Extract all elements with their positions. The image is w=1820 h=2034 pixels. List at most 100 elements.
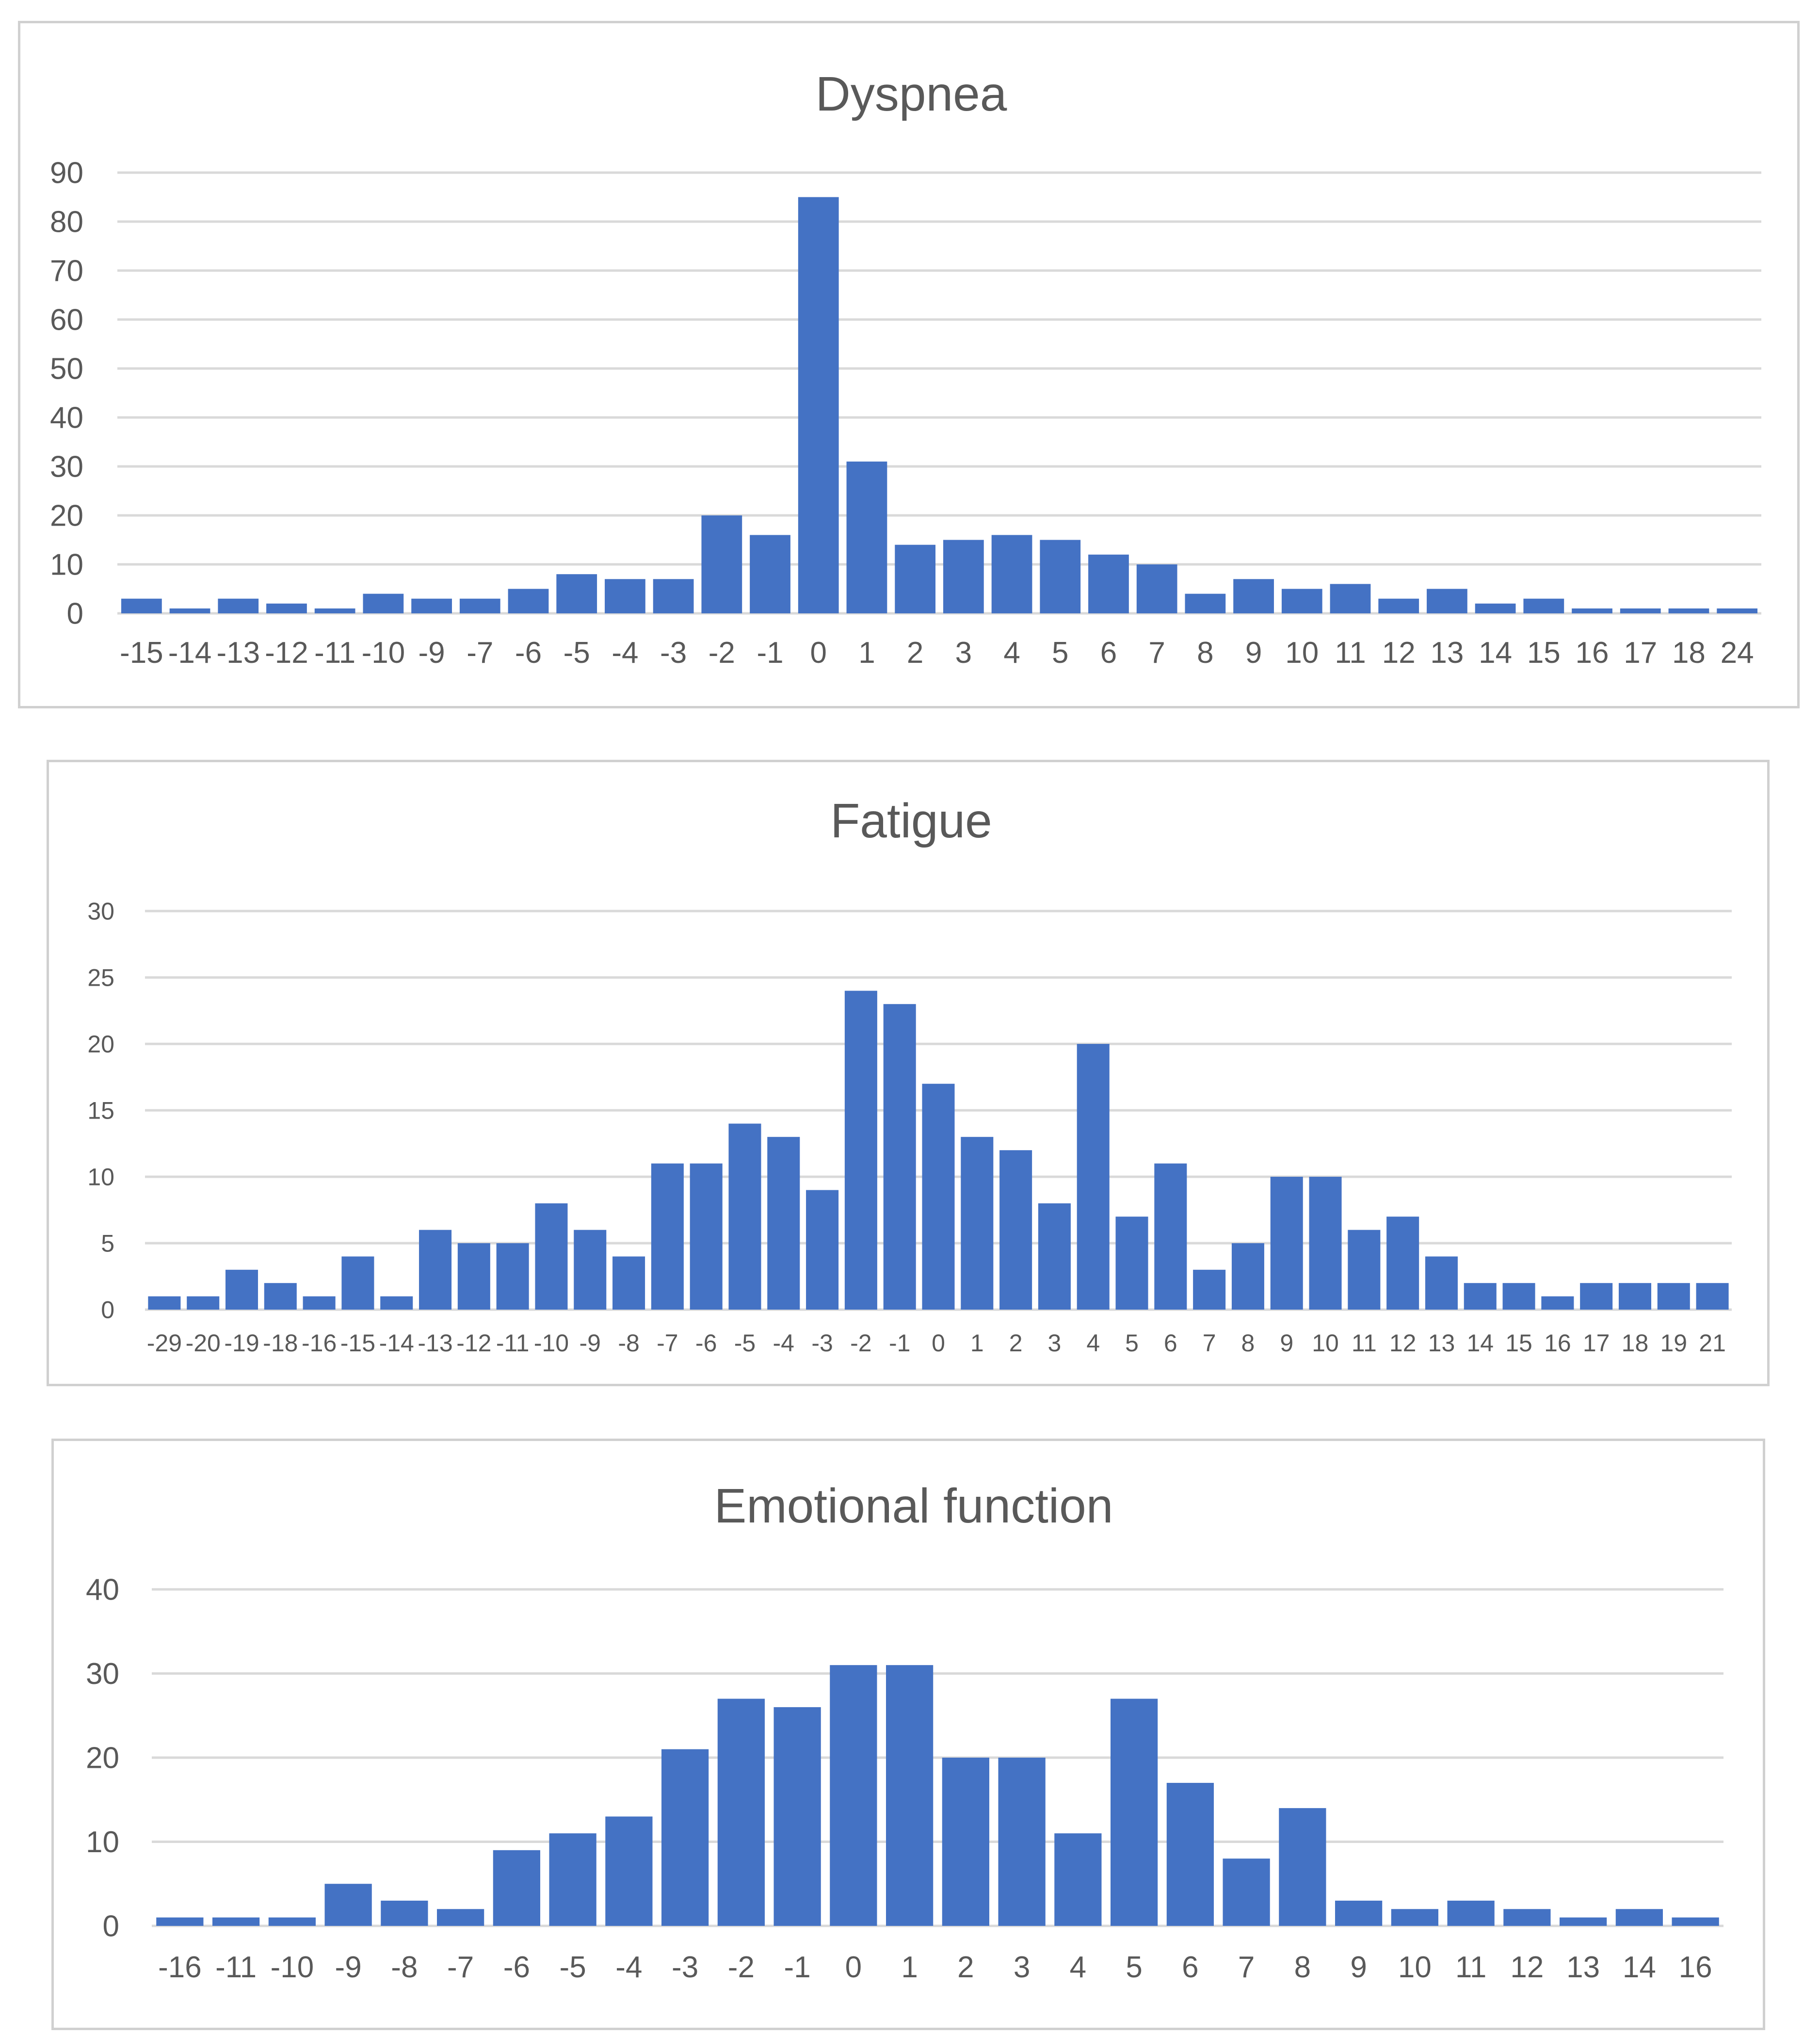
x-tick-label: 11 [1352, 1329, 1377, 1357]
y-tick-label: 30 [50, 450, 83, 484]
bar [1193, 1269, 1226, 1310]
bar [574, 1230, 607, 1310]
bar [991, 535, 1032, 613]
bar [437, 1909, 484, 1926]
bar [605, 579, 645, 613]
y-tick-label: 20 [87, 1031, 114, 1058]
x-tick-label: 21 [1699, 1329, 1726, 1357]
bar [717, 1698, 765, 1926]
bar [846, 461, 887, 613]
x-tick-label: 13 [1566, 1951, 1600, 1984]
x-tick-label: -2 [850, 1329, 871, 1357]
x-tick-label: -11 [215, 1951, 257, 1984]
x-tick-label: 24 [1721, 636, 1754, 670]
y-tick-label: 30 [87, 898, 114, 925]
x-tick-label: 18 [1622, 1329, 1649, 1357]
bar [886, 1665, 934, 1926]
x-tick-label: -11 [314, 636, 355, 670]
bar [1166, 1783, 1214, 1926]
x-tick-label: 1 [970, 1329, 984, 1357]
x-tick-label: 7 [1148, 636, 1165, 670]
x-tick-label: 4 [1003, 636, 1020, 670]
x-tick-label: 11 [1455, 1951, 1486, 1984]
x-tick-label: 2 [1009, 1329, 1023, 1357]
bar [268, 1917, 316, 1926]
x-tick-label: 12 [1382, 636, 1416, 670]
bar [1378, 598, 1419, 613]
bar [218, 598, 259, 613]
bar [1447, 1900, 1495, 1926]
bar [148, 1296, 181, 1310]
bar [1541, 1296, 1574, 1310]
bar [798, 197, 839, 613]
bar [1502, 1283, 1535, 1310]
x-tick-label: -13 [418, 1329, 452, 1357]
bar [1580, 1283, 1613, 1310]
x-tick-label: 14 [1466, 1329, 1494, 1357]
bar [806, 1190, 839, 1310]
x-tick-label: 7 [1238, 1951, 1255, 1984]
x-tick-label: 13 [1430, 636, 1464, 670]
x-tick-label: -15 [120, 636, 163, 670]
x-tick-label: -6 [695, 1329, 717, 1357]
bar [493, 1850, 540, 1926]
x-tick-label: 15 [1505, 1329, 1532, 1357]
x-tick-label: -9 [335, 1951, 362, 1984]
bar [1391, 1909, 1438, 1926]
x-tick-label: -14 [168, 636, 212, 670]
bar [457, 1243, 490, 1310]
bar [895, 545, 936, 613]
y-tick-label: 10 [50, 548, 83, 582]
chart-title: Fatigue [830, 794, 992, 848]
bar [1038, 1203, 1071, 1310]
bar [549, 1833, 596, 1926]
x-tick-label: 2 [957, 1951, 974, 1984]
x-tick-label: -11 [496, 1329, 530, 1357]
x-tick-label: 5 [1126, 1951, 1142, 1984]
x-tick-label: -10 [534, 1329, 569, 1357]
x-tick-label: -2 [709, 636, 735, 670]
bar [605, 1816, 653, 1926]
x-tick-label: 6 [1182, 1951, 1198, 1984]
bar [156, 1917, 204, 1926]
bar [556, 574, 597, 613]
x-tick-label: -8 [391, 1951, 418, 1984]
x-tick-label: 5 [1125, 1329, 1139, 1357]
bar [266, 603, 307, 613]
bar [1040, 540, 1081, 613]
bar [1077, 1044, 1110, 1310]
y-tick-label: 10 [86, 1826, 119, 1859]
x-tick-label: -4 [773, 1329, 794, 1357]
y-tick-label: 20 [50, 499, 83, 533]
bar [1054, 1833, 1102, 1926]
bar [1270, 1177, 1303, 1310]
x-tick-label: 9 [1350, 1951, 1367, 1984]
bar [1136, 564, 1177, 613]
x-tick-label: 16 [1576, 636, 1609, 670]
bar [496, 1243, 529, 1310]
bar [1425, 1256, 1458, 1310]
bar [1672, 1917, 1719, 1926]
bar [661, 1749, 709, 1926]
y-tick-label: 25 [87, 964, 114, 992]
bar [999, 1150, 1032, 1310]
bar [1668, 608, 1709, 613]
x-tick-label: -12 [265, 636, 308, 670]
y-tick-label: 40 [50, 401, 83, 435]
chart-panel-emotional-function: Emotional function 0 10 20 30 40 -16 -11 -10 -9-… [51, 1439, 1765, 2030]
y-tick-label: 50 [50, 352, 83, 386]
bar [653, 579, 694, 613]
chart-panel-fatigue: Fatigue 0 5 10 15 20 25 30 -29 -20 -19 -18 -16 -15 -1… [47, 760, 1770, 1386]
x-tick-label: 18 [1672, 636, 1706, 670]
x-tick-label: -19 [224, 1329, 259, 1357]
x-tick-label: 12 [1389, 1329, 1417, 1357]
x-tick-label: 5 [1052, 636, 1068, 670]
x-tick-label: 17 [1624, 636, 1657, 670]
x-tick-label: -5 [564, 636, 590, 670]
bar [508, 589, 549, 613]
x-tick-label: 0 [845, 1951, 862, 1984]
bar [341, 1256, 374, 1310]
y-tick-label: 5 [101, 1230, 114, 1257]
x-tick-label: -1 [757, 636, 783, 670]
bar [690, 1163, 723, 1310]
